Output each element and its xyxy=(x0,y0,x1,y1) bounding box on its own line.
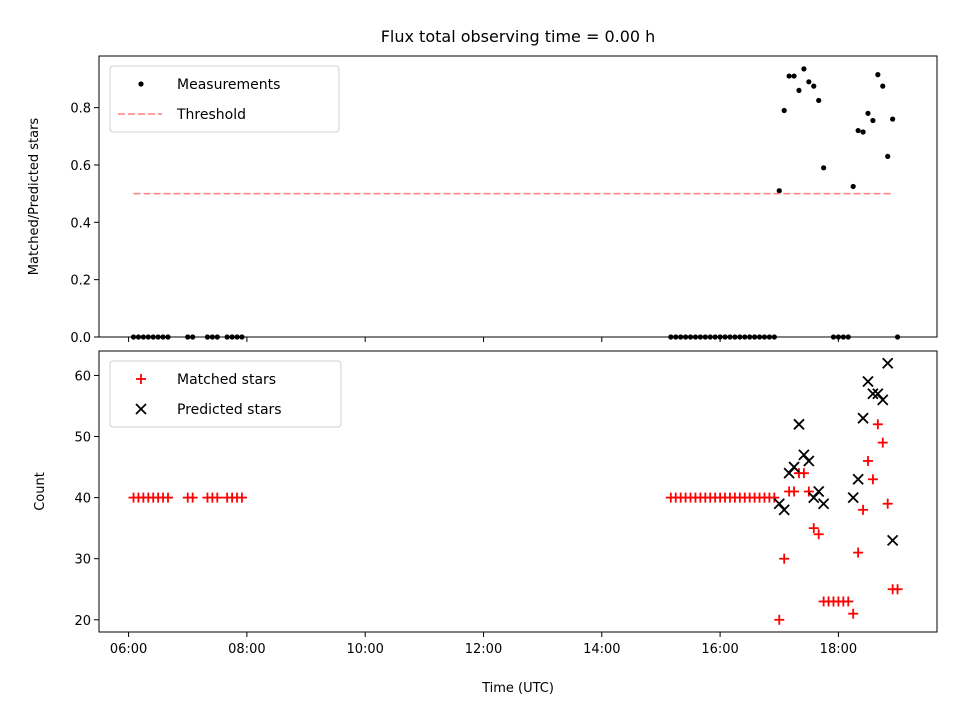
data-point xyxy=(867,474,878,485)
y-tick-label: 40 xyxy=(74,492,91,507)
y-tick-label: 0.8 xyxy=(70,102,91,117)
data-point xyxy=(796,87,802,94)
data-point xyxy=(886,534,899,547)
data-point xyxy=(867,388,879,400)
data-point xyxy=(862,375,874,388)
data-point xyxy=(811,83,817,89)
data-point xyxy=(816,97,822,104)
legend-marker xyxy=(135,403,147,415)
data-point xyxy=(858,504,869,515)
legend: Measurements Threshold xyxy=(109,65,340,133)
data-point xyxy=(877,437,888,448)
y-tick-label: 20 xyxy=(74,614,91,629)
data-point xyxy=(786,73,792,79)
data-point xyxy=(791,73,797,79)
data-point xyxy=(774,614,785,625)
data-point xyxy=(798,468,809,479)
data-point xyxy=(877,394,889,406)
y-tick-label: 0.2 xyxy=(70,274,91,289)
data-point xyxy=(813,529,824,540)
data-point xyxy=(813,485,825,498)
data-point xyxy=(880,83,886,89)
y-tick-label: 60 xyxy=(74,369,91,384)
y-axis-label: Matched/Predicted stars xyxy=(27,118,42,276)
data-point xyxy=(853,547,864,558)
legend-label: Matched stars xyxy=(177,372,276,388)
data-point xyxy=(788,461,800,473)
data-point xyxy=(781,107,787,114)
y-axis-label: Count xyxy=(33,472,48,511)
x-tick-label: 12:00 xyxy=(465,642,502,657)
panel-counts: 20 30 40 50 60 06:00 08:00 10:00 12:00 14:00 16:00… xyxy=(33,350,938,657)
data-point xyxy=(212,492,223,503)
data-point xyxy=(865,110,871,116)
series-matched-stars xyxy=(128,419,903,625)
legend-marker xyxy=(136,374,146,384)
legend-label: Measurements xyxy=(177,77,280,93)
y-tick-label: 0.6 xyxy=(70,159,91,174)
data-point xyxy=(779,553,790,564)
data-point xyxy=(850,183,856,190)
data-point xyxy=(882,498,893,509)
data-point xyxy=(793,418,805,430)
x-tick-label: 06:00 xyxy=(110,642,147,657)
data-point xyxy=(803,486,814,497)
axes-frame xyxy=(98,350,938,633)
y-tick-label: 50 xyxy=(74,431,91,446)
data-point xyxy=(890,116,896,122)
data-point xyxy=(778,504,790,516)
x-tick-label: 08:00 xyxy=(228,642,265,657)
x-axis-label: Time (UTC) xyxy=(481,681,554,696)
data-point xyxy=(885,153,891,159)
data-point xyxy=(821,165,827,171)
data-point xyxy=(892,584,903,595)
data-point xyxy=(860,129,866,135)
data-point xyxy=(882,357,894,369)
panel-flux-ratio: 0.0 0.2 0.4 0.6 0.8 Matched/Predicted stars Me… xyxy=(27,55,938,346)
y-tick-label: 30 xyxy=(74,553,91,568)
data-point xyxy=(872,419,883,430)
x-tick-label: 16:00 xyxy=(701,642,738,657)
data-point xyxy=(848,608,859,619)
data-point xyxy=(875,72,881,78)
data-point xyxy=(236,492,247,503)
x-tick-label: 18:00 xyxy=(820,642,857,657)
x-tick-label: 14:00 xyxy=(583,642,620,657)
data-point xyxy=(163,492,174,503)
data-point xyxy=(855,127,861,134)
data-point xyxy=(776,188,782,194)
y-tick-label: 0.4 xyxy=(70,216,91,231)
data-point xyxy=(862,455,873,466)
legend-label: Predicted stars xyxy=(177,402,282,418)
data-point xyxy=(808,523,819,534)
legend-label: Threshold xyxy=(176,107,246,123)
chart-title: Flux total observing time = 0.00 h xyxy=(381,27,656,46)
data-point xyxy=(803,455,815,467)
data-point xyxy=(806,79,812,85)
data-point xyxy=(870,117,876,124)
legend-marker xyxy=(138,81,144,87)
data-point xyxy=(817,498,830,510)
data-point xyxy=(789,486,800,497)
series-predicted-stars xyxy=(773,357,899,547)
data-point xyxy=(843,596,854,607)
x-tick-label: 10:00 xyxy=(346,642,383,657)
data-point xyxy=(857,412,869,424)
y-tick-label: 0.0 xyxy=(70,331,91,346)
data-point xyxy=(801,66,807,72)
data-point xyxy=(852,473,864,485)
legend: Matched stars Predicted stars xyxy=(109,360,342,428)
data-point xyxy=(769,492,780,503)
data-point xyxy=(187,492,198,503)
axes-frame xyxy=(98,55,938,338)
data-point xyxy=(847,491,859,504)
